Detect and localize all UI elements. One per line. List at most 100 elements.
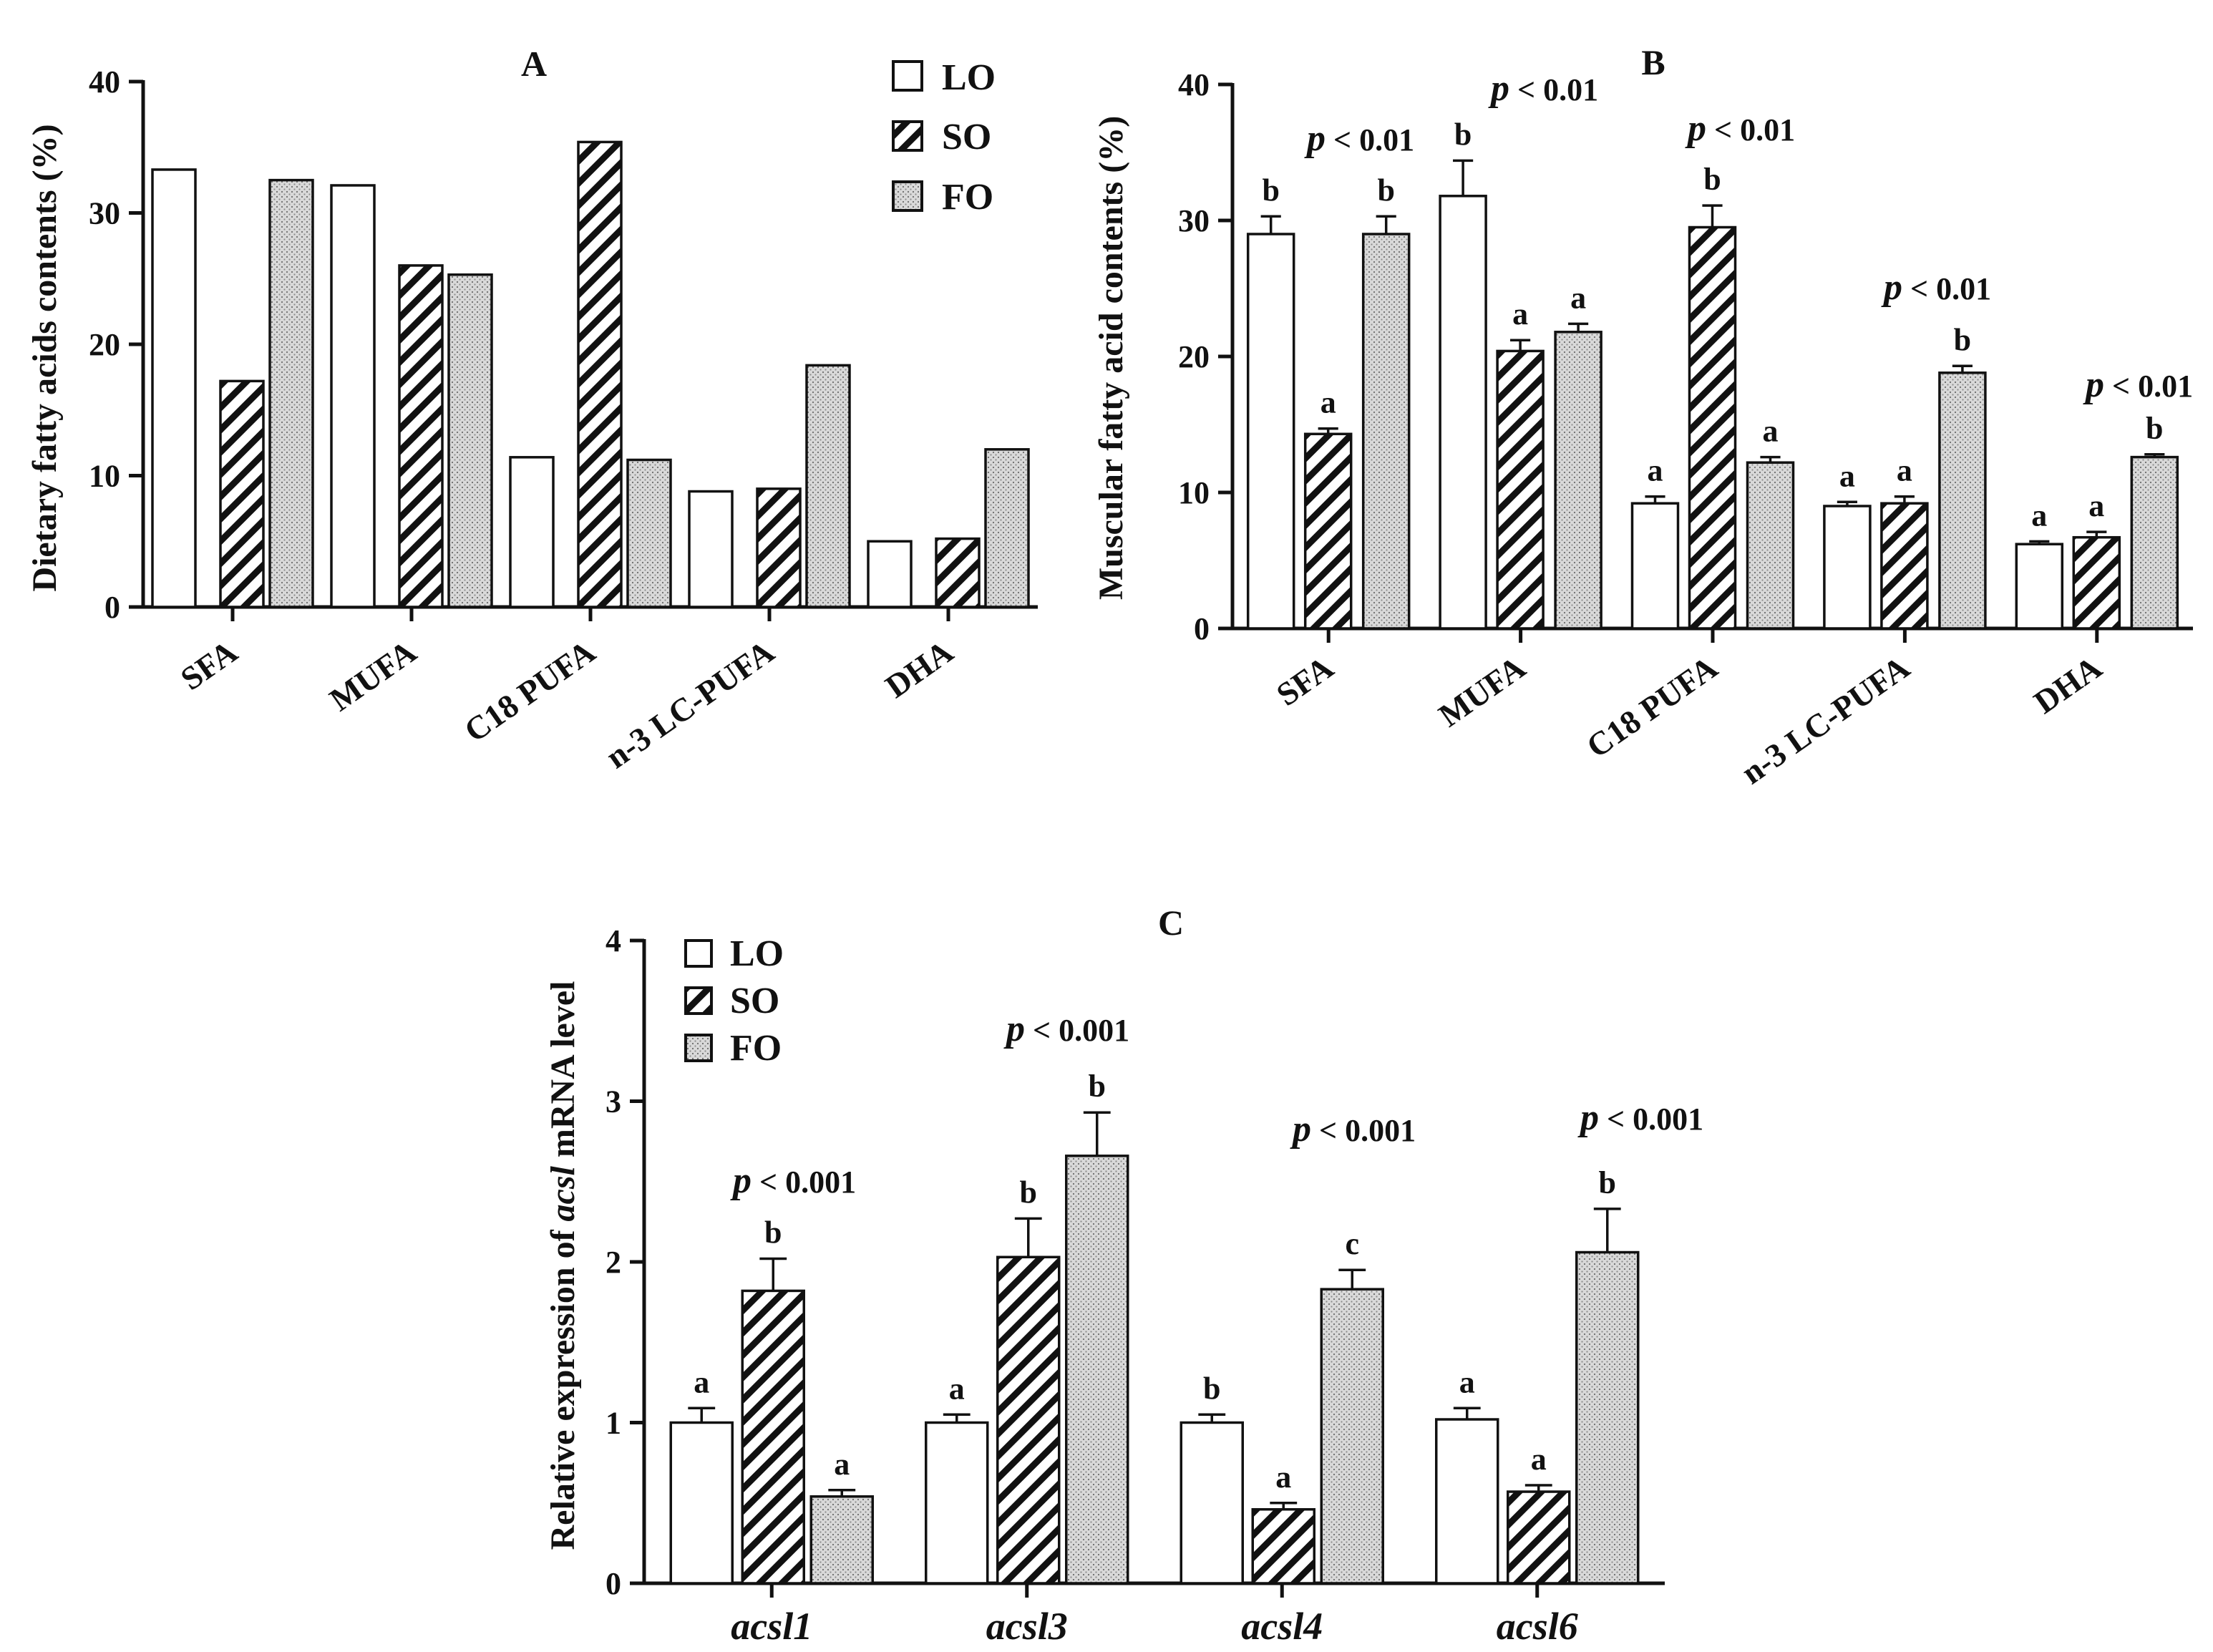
p-threshold: < 0.01 (1509, 72, 1598, 107)
significance-letter-lo-acsl6: a (1459, 1364, 1475, 1399)
bar-so-dha (935, 537, 981, 608)
p-symbol: p (2083, 364, 2104, 405)
p-symbol: p (1881, 267, 1902, 308)
category-label-dha: DHA (879, 633, 960, 704)
significance-letter-lo-n-3-lc-pufa: a (1839, 458, 1855, 493)
bar-so-n-3-lc-pufa (1880, 502, 1929, 630)
p-symbol: p (1577, 1097, 1599, 1138)
p-symbol: p (1304, 118, 1326, 159)
legend-label-fo: FO (942, 177, 993, 218)
significance-letter-lo-sfa: b (1262, 173, 1279, 208)
bar-fo-mufa (447, 273, 493, 608)
category-label-dha: DHA (2028, 648, 2109, 720)
y-tick-label: 20 (89, 327, 120, 362)
category-label-mufa: MUFA (323, 633, 422, 718)
bar-lo-acsl3 (925, 1421, 989, 1585)
y-tick-label: 40 (1178, 67, 1210, 102)
bar-fo-c18-pufa (626, 458, 672, 608)
bar-fo-acsl1 (809, 1495, 874, 1585)
y-tick-label: 3 (605, 1084, 621, 1119)
y-tick-label: 0 (605, 1566, 621, 1601)
p-value-label-acsl4: p < 0.001 (1290, 1109, 1416, 1150)
p-symbol: p (1488, 68, 1509, 109)
bar-so-acsl6 (1507, 1490, 1571, 1585)
bar-lo-c18-pufa (1630, 502, 1680, 630)
bar-lo-dha (867, 540, 913, 608)
significance-letter-fo-n-3-lc-pufa: b (1954, 322, 1971, 357)
y-tick-label: 2 (605, 1245, 621, 1280)
y-tick-label: 0 (1194, 611, 1210, 646)
bar-fo-acsl6 (1575, 1250, 1640, 1585)
bar-fo-sfa (268, 178, 314, 608)
panel-b: B Muscular fatty acid contents (%) 0 10 20… (1092, 42, 2193, 791)
y-tick-label: 30 (1178, 203, 1210, 238)
panel-a-legend: LO SO FO (892, 57, 996, 218)
p-value-label-dha: p < 0.01 (2083, 364, 2193, 405)
significance-letter-so-acsl6: a (1531, 1442, 1547, 1477)
bar-lo-sfa (151, 168, 197, 608)
panel-c-legend: LO SO FO (684, 933, 784, 1069)
legend-swatch-lo (684, 939, 713, 968)
p-symbol: p (1003, 1009, 1025, 1049)
bar-so-sfa (219, 379, 265, 608)
bar-fo-acsl4 (1320, 1288, 1384, 1585)
legend-swatch-lo (892, 60, 923, 92)
bar-lo-c18-pufa (509, 456, 555, 608)
bar-fo-mufa (1554, 331, 1602, 630)
significance-letter-so-acsl1: b (764, 1215, 782, 1250)
p-symbol: p (1290, 1109, 1311, 1150)
p-value-label-acsl3: p < 0.001 (1003, 1009, 1129, 1049)
bar-fo-c18-pufa (1746, 461, 1795, 630)
significance-letter-fo-acsl6: b (1599, 1165, 1616, 1200)
bar-so-c18-pufa (1688, 225, 1737, 630)
legend-label-so: SO (730, 981, 779, 1021)
significance-letter-fo-acsl3: b (1089, 1069, 1106, 1104)
significance-letter-lo-acsl4: b (1203, 1371, 1220, 1406)
category-label-c18-pufa: C18 PUFA (1580, 648, 1723, 764)
category-label-n-3-lc-pufa: n-3 LC-PUFA (1735, 648, 1917, 791)
significance-letter-lo-dha: a (2031, 497, 2047, 533)
p-value-label-acsl6: p < 0.001 (1577, 1097, 1703, 1138)
y-tick-label: 1 (605, 1406, 621, 1441)
p-threshold: < 0.001 (1599, 1102, 1703, 1137)
bar-lo-acsl6 (1435, 1418, 1499, 1585)
bar-fo-n-3-lc-pufa (1938, 371, 1987, 630)
p-value-label-sfa: p < 0.01 (1304, 118, 1414, 159)
significance-letter-fo-dha: b (2146, 411, 2163, 446)
panel-a-ylabel: Dietary fatty acids contents (%) (26, 124, 64, 591)
category-label-acsl4: acsl4 (1241, 1605, 1323, 1648)
significance-letter-so-sfa: a (1320, 385, 1336, 420)
p-value-label-n-3-lc-pufa: p < 0.01 (1881, 267, 1991, 308)
bar-so-acsl4 (1251, 1507, 1315, 1585)
p-threshold: < 0.001 (1311, 1113, 1416, 1148)
bar-fo-n-3-lc-pufa (805, 364, 851, 608)
significance-letter-lo-mufa: b (1454, 117, 1472, 152)
bar-so-acsl1 (741, 1289, 805, 1585)
category-label-c18-pufa: C18 PUFA (457, 633, 601, 749)
significance-letter-fo-sfa: b (1377, 173, 1394, 208)
legend-label-lo: LO (942, 57, 996, 98)
category-label-sfa: SFA (174, 633, 244, 697)
bar-lo-n-3-lc-pufa (1823, 505, 1872, 630)
p-threshold: < 0.01 (1706, 112, 1795, 147)
significance-letter-so-mufa: a (1512, 296, 1528, 331)
panel-a-title: A (521, 44, 547, 84)
legend-label-so: SO (942, 117, 991, 157)
y-tick-label: 30 (89, 196, 120, 231)
panel-b-ylabel: Muscular fatty acid contents (%) (1092, 116, 1130, 600)
panel-c-ylabel-gene: acsl (544, 1165, 582, 1221)
p-value-label-acsl1: p < 0.001 (730, 1160, 856, 1201)
significance-letter-lo-acsl1: a (694, 1364, 709, 1399)
panel-c-ylabel-end: mRNA level (544, 981, 582, 1167)
y-tick-label: 40 (89, 64, 120, 99)
significance-letter-lo-c18-pufa: a (1648, 453, 1663, 488)
bar-fo-dha (984, 448, 1030, 608)
category-label-acsl3: acsl3 (986, 1605, 1068, 1648)
bar-so-mufa (1496, 349, 1545, 630)
bar-lo-dha (2015, 543, 2064, 630)
panel-c-ylabel-start: Relative expression of (544, 1221, 582, 1550)
significance-letter-so-acsl4: a (1275, 1459, 1291, 1495)
panel-b-title: B (1641, 42, 1665, 82)
